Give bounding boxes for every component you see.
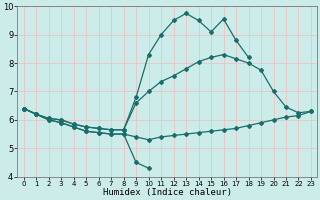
X-axis label: Humidex (Indice chaleur): Humidex (Indice chaleur) xyxy=(103,188,232,197)
